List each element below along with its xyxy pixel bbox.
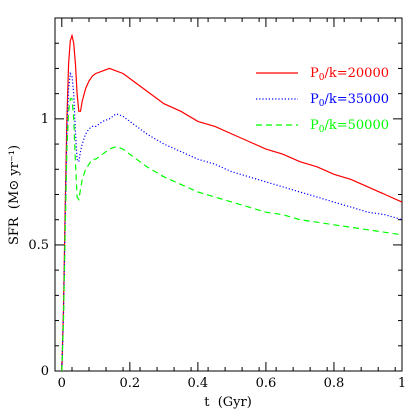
x-tick-label: 0.2 <box>119 376 140 391</box>
legend: P0/k=20000 P0/k=35000 P0/k=50000 <box>256 66 389 135</box>
axis-ticks <box>54 18 403 372</box>
x-tick-label: 0.6 <box>256 376 277 391</box>
y-tick-label: 0 <box>41 364 49 379</box>
legend-label-3: P0/k=50000 <box>310 118 389 135</box>
y-tick-label: 1 <box>41 112 49 127</box>
x-tick-label: 0 <box>58 376 66 391</box>
series-line-1 <box>61 33 403 372</box>
x-tick-label: 1 <box>398 376 406 391</box>
y-axis-label: SFR (M⊙ yr⁻¹) <box>7 145 22 245</box>
y-tick-label: 0.5 <box>28 238 49 253</box>
legend-label-2: P0/k=35000 <box>310 92 389 109</box>
tick-labels: 0 0.2 0.4 0.6 0.8 1 0 0.5 1 <box>28 112 406 391</box>
x-tick-label: 0.4 <box>188 376 209 391</box>
x-tick-label: 0.8 <box>324 376 345 391</box>
x-axis-label: t (Gyr) <box>204 395 252 410</box>
series-line-3 <box>61 98 403 372</box>
series-lines <box>61 33 403 372</box>
legend-label-1: P0/k=20000 <box>310 66 389 83</box>
